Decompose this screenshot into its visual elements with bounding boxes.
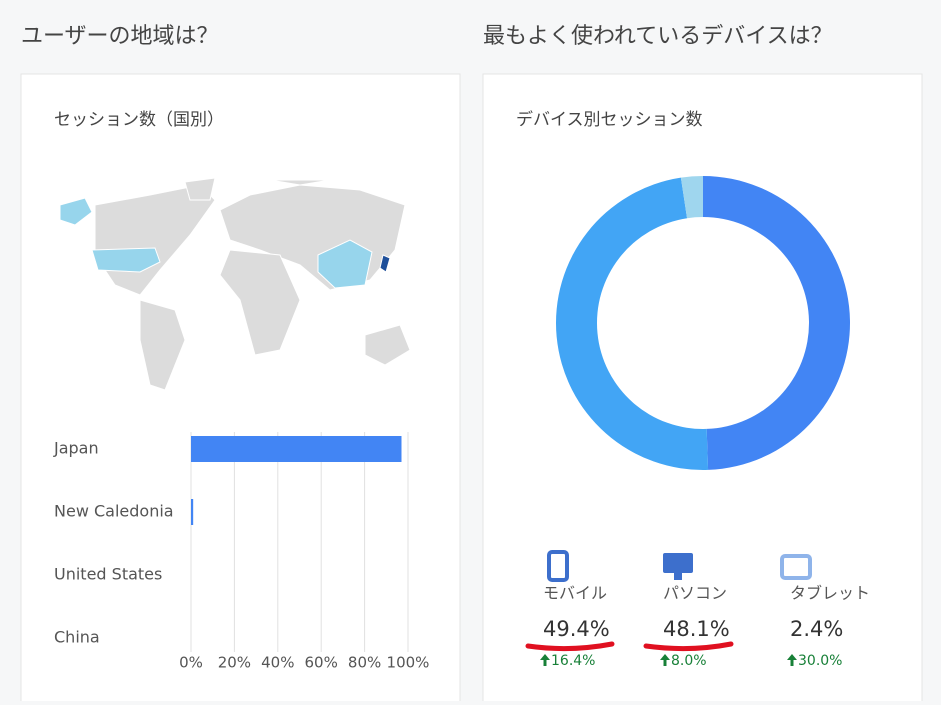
card-title: デバイス別セッション数 — [516, 109, 703, 130]
device-icon — [674, 573, 682, 580]
device-name: タブレット — [790, 584, 870, 603]
device-icon — [780, 554, 812, 580]
card — [482, 73, 923, 705]
device-name: モバイル — [543, 584, 607, 603]
device-share: 2.4% — [790, 617, 843, 641]
category-label: United States — [54, 565, 162, 584]
device-name: パソコン — [663, 584, 727, 603]
device-icon — [547, 550, 569, 582]
device-share: 49.4% — [543, 617, 610, 641]
change-arrow — [660, 654, 670, 666]
x-tick-label: 20% — [218, 654, 251, 672]
annotation-underline — [643, 641, 734, 652]
x-tick-label: 80% — [348, 654, 381, 672]
donut-segment — [703, 176, 850, 470]
change-value: 8.0% — [671, 653, 707, 669]
section-heading: ユーザーの地域は？ — [21, 24, 219, 49]
x-tick-label: 100% — [387, 654, 430, 672]
x-tick-label: 60% — [305, 654, 338, 672]
map-highlight — [59, 197, 391, 289]
bar — [191, 499, 194, 525]
annotation-underline — [525, 641, 615, 652]
change-value: 30.0% — [798, 653, 842, 669]
x-tick-label: 0% — [179, 654, 203, 672]
change-arrow — [787, 654, 797, 666]
donut-segment — [555, 177, 709, 471]
card-title: セッション数（国別） — [54, 110, 224, 130]
device-icon — [663, 553, 693, 573]
change-arrow — [540, 654, 550, 666]
category-label: Japan — [53, 439, 99, 458]
device-share: 48.1% — [663, 617, 730, 641]
bar — [191, 436, 402, 462]
category-label: China — [54, 628, 100, 647]
section-heading: 最もよく使われているデバイスは？ — [483, 24, 833, 49]
donut-segment — [680, 176, 703, 219]
x-tick-label: 40% — [261, 654, 294, 672]
category-label: New Caledonia — [54, 502, 174, 521]
change-value: 16.4% — [551, 653, 595, 669]
card — [20, 73, 461, 705]
